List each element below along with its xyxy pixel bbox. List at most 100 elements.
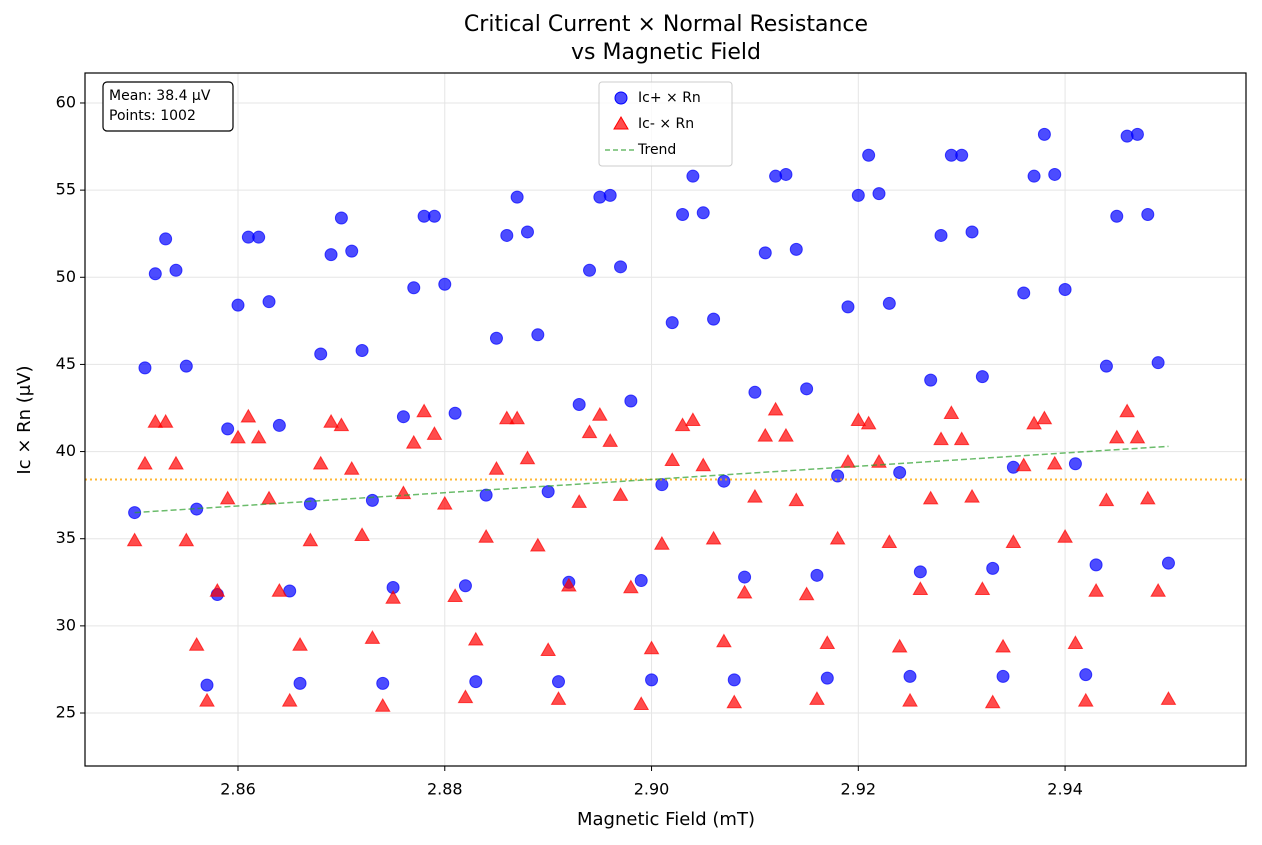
data-point — [727, 673, 741, 687]
data-point — [438, 277, 452, 291]
data-point — [1048, 167, 1062, 181]
data-point — [478, 528, 494, 543]
data-point — [913, 565, 927, 579]
data-point — [385, 589, 401, 604]
data-point — [230, 429, 246, 444]
y-tick-label: 35 — [56, 528, 76, 547]
data-point — [500, 228, 514, 242]
data-point — [457, 689, 474, 704]
legend-marker — [613, 116, 629, 130]
data-point — [819, 635, 836, 650]
data-point — [416, 403, 432, 418]
data-point — [676, 208, 690, 222]
data-point — [261, 490, 277, 505]
data-point — [179, 359, 193, 373]
data-point — [955, 148, 969, 162]
data-point — [147, 413, 164, 428]
data-point — [479, 488, 493, 502]
data-point — [252, 230, 266, 244]
data-point — [974, 581, 991, 596]
data-point — [624, 394, 638, 408]
data-point — [717, 474, 731, 488]
data-point — [707, 312, 721, 326]
legend-marker — [614, 91, 628, 105]
data-point — [1006, 460, 1020, 474]
legend-label: Ic- × Rn — [638, 116, 694, 132]
data-point — [965, 225, 979, 239]
data-point — [934, 228, 948, 242]
data-point — [1150, 582, 1166, 597]
y-tick-label: 25 — [56, 703, 76, 722]
data-point — [1005, 534, 1022, 548]
data-point — [1098, 492, 1115, 507]
data-point — [1037, 127, 1051, 141]
legend-box — [598, 81, 733, 167]
data-point — [696, 206, 710, 220]
plot-frame — [84, 72, 1247, 767]
data-point — [1036, 410, 1053, 425]
data-point — [262, 295, 276, 309]
data-point — [126, 532, 143, 547]
data-point — [169, 263, 183, 277]
data-point — [405, 434, 422, 449]
data-point — [829, 530, 846, 545]
legend-item: Ic- × Rn — [613, 116, 694, 132]
data-point — [447, 588, 463, 602]
data-point — [975, 370, 989, 384]
data-point — [510, 190, 524, 204]
data-point — [498, 410, 515, 425]
data-point — [788, 492, 805, 507]
data-point — [323, 413, 339, 428]
data-point — [436, 495, 453, 510]
data-point — [302, 532, 319, 547]
data-point — [614, 260, 628, 274]
data-point — [953, 431, 970, 446]
data-point — [664, 452, 681, 467]
data-point — [334, 211, 348, 225]
data-point — [1151, 356, 1165, 370]
data-point — [789, 242, 803, 256]
data-point — [643, 640, 660, 655]
data-point — [820, 671, 834, 685]
data-point — [250, 429, 267, 444]
data-point — [396, 410, 410, 424]
y-tick-label: 60 — [56, 92, 76, 111]
data-point — [354, 527, 370, 541]
data-point — [376, 676, 390, 690]
data-point — [748, 385, 762, 399]
data-point — [840, 454, 856, 468]
data-point — [645, 673, 659, 687]
data-point — [1067, 635, 1084, 650]
data-point — [964, 488, 980, 503]
data-point — [448, 406, 462, 420]
data-point — [995, 638, 1011, 653]
data-point — [168, 455, 184, 470]
data-point — [685, 412, 701, 426]
data-point — [188, 637, 205, 651]
data-point — [469, 675, 483, 689]
data-point — [550, 691, 567, 705]
data-point — [881, 534, 898, 548]
data-point — [872, 187, 886, 201]
x-tick-label: 2.88 — [427, 780, 463, 799]
data-point — [1077, 692, 1094, 707]
data-point — [1110, 209, 1124, 223]
data-point — [488, 460, 505, 475]
data-point — [850, 412, 867, 426]
annotation-box — [102, 81, 234, 132]
data-point — [303, 497, 317, 511]
data-point — [1161, 556, 1175, 570]
data-point — [891, 638, 908, 653]
y-tick-label: 50 — [56, 267, 76, 286]
data-point — [395, 485, 412, 500]
data-point — [810, 568, 824, 582]
legend-item: Ic+ × Rn — [614, 90, 701, 106]
data-point — [540, 642, 557, 657]
data-point — [1088, 582, 1104, 597]
data-point — [355, 343, 369, 357]
data-point — [200, 678, 214, 692]
data-point — [695, 457, 712, 472]
data-point — [1046, 455, 1063, 470]
legend-label: Trend — [637, 142, 676, 158]
data-point — [520, 225, 534, 239]
